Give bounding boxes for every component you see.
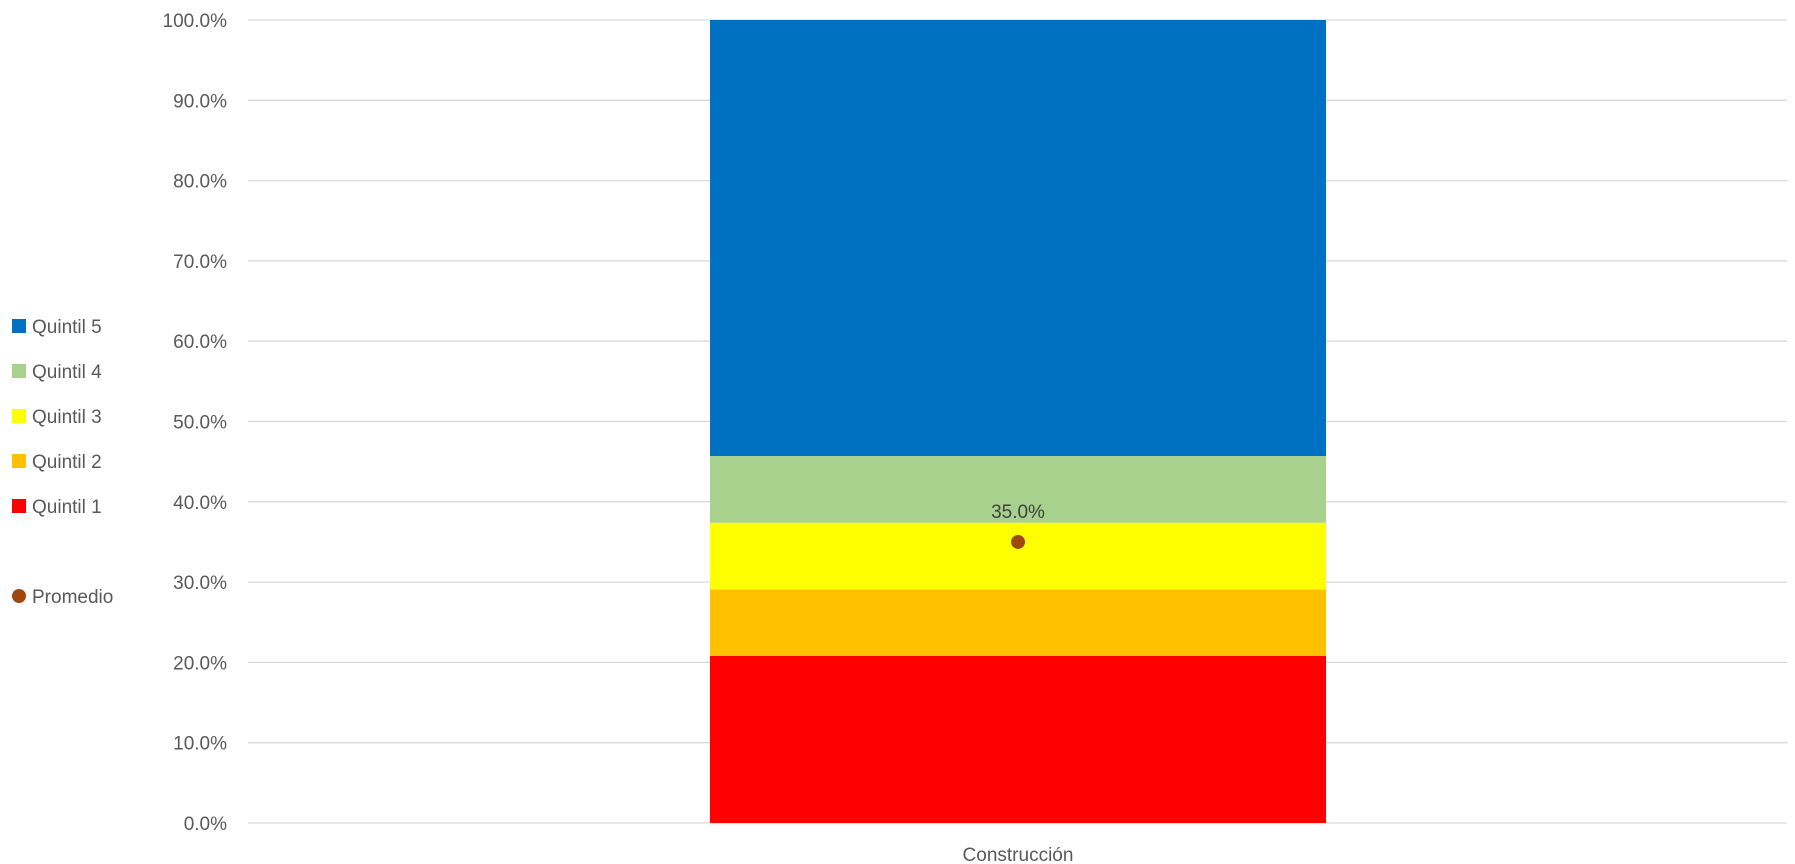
y-tick-label: 0.0% bbox=[184, 814, 227, 835]
bar-segment-quintil-4 bbox=[710, 456, 1326, 523]
legend-swatch-quintil-1 bbox=[12, 499, 26, 513]
legend-label-quintil-4: Quintil 4 bbox=[32, 362, 102, 383]
y-tick-label: 100.0% bbox=[163, 11, 228, 32]
y-tick-label: 40.0% bbox=[173, 493, 227, 514]
legend-label-quintil-5: Quintil 5 bbox=[32, 317, 102, 338]
bar-segment-quintil-2 bbox=[710, 589, 1326, 656]
legend-swatch-quintil-5 bbox=[12, 319, 26, 333]
bar-segment-quintil-1 bbox=[710, 655, 1326, 823]
average-series: 35.0% bbox=[991, 502, 1045, 549]
legend-label-quintil-2: Quintil 2 bbox=[32, 452, 102, 473]
legend: Quintil 5 Quintil 4 Quintil 3 Quintil 2 Quin… bbox=[12, 317, 113, 608]
legend-label-quintil-3: Quintil 3 bbox=[32, 407, 102, 428]
legend-swatch-quintil-3 bbox=[12, 409, 26, 423]
y-tick-label: 90.0% bbox=[173, 91, 227, 112]
legend-swatch-promedio bbox=[12, 589, 26, 603]
y-axis: 0.0% 10.0% 20.0% 30.0% 40.0% 50.0% 60.0% 70.0% 8… bbox=[163, 11, 228, 835]
y-tick-label: 30.0% bbox=[173, 573, 227, 594]
legend-swatch-quintil-2 bbox=[12, 454, 26, 468]
y-tick-label: 70.0% bbox=[173, 252, 227, 273]
bar-segment-quintil-5 bbox=[710, 20, 1326, 457]
average-point bbox=[1011, 534, 1025, 549]
average-data-label: 35.0% bbox=[991, 502, 1045, 523]
legend-swatch-quintil-4 bbox=[12, 364, 26, 378]
legend-label-quintil-1: Quintil 1 bbox=[32, 497, 102, 518]
y-tick-label: 80.0% bbox=[173, 172, 227, 193]
y-tick-label: 10.0% bbox=[173, 734, 227, 755]
legend-label-promedio: Promedio bbox=[32, 587, 113, 608]
y-tick-label: 20.0% bbox=[173, 653, 227, 674]
y-tick-label: 50.0% bbox=[173, 413, 227, 434]
y-tick-label: 60.0% bbox=[173, 332, 227, 353]
bar-segment-quintil-3 bbox=[710, 522, 1326, 590]
x-axis: Construcción bbox=[963, 845, 1074, 864]
x-category-label: Construcción bbox=[963, 845, 1074, 864]
bar-stack bbox=[710, 20, 1326, 823]
